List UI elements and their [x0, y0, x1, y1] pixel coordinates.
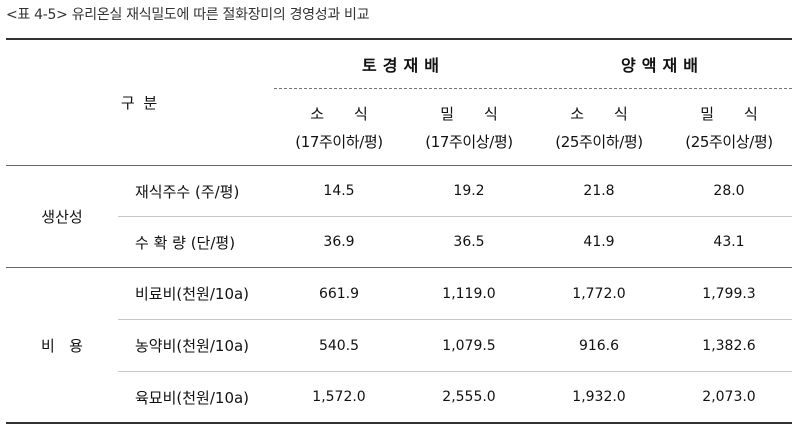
row-label: 재식주수 (주/평)	[135, 182, 240, 201]
table-caption: <표 4-5> 유리온실 재식밀도에 따른 절화장미의 경영성과 비교	[6, 7, 370, 23]
column-range: (25주이하/평)	[555, 133, 643, 151]
row-label: 비료비(천원/10a)	[135, 285, 250, 303]
value-cell: 28.0	[713, 183, 745, 199]
column-name: 소식	[570, 105, 658, 123]
value-cell: 1,799.3	[702, 285, 756, 302]
row-label: 농약비(천원/10a)	[135, 337, 250, 355]
value-cell: 43.1	[713, 234, 745, 250]
value-cell: 36.9	[323, 234, 355, 250]
row-rule	[118, 319, 792, 320]
section-rule	[6, 267, 792, 268]
division-header: 구 분	[120, 94, 160, 112]
column-header: 소식 (25주이하/평)	[534, 92, 664, 164]
category-productivity: 생산성	[41, 208, 83, 226]
value-cell: 1,079.5	[442, 337, 496, 354]
value-cell: 1,382.6	[702, 337, 756, 354]
value-cell: 916.6	[578, 337, 620, 354]
value-cell: 19.2	[453, 183, 485, 199]
group-divider	[274, 88, 792, 89]
value-cell: 41.9	[583, 234, 615, 250]
value-cell: 661.9	[318, 285, 360, 302]
row-rule	[118, 371, 792, 372]
value-cell: 21.8	[583, 183, 615, 199]
column-range: (17주이상/평)	[425, 133, 513, 151]
column-header: 밀식 (25주이상/평)	[664, 92, 794, 164]
value-cell: 2,073.0	[702, 389, 756, 405]
row-label: 수 확 량 (단/평)	[135, 233, 236, 252]
group-header-soil: 토경재배	[362, 55, 445, 75]
column-range: (25주이상/평)	[685, 133, 773, 151]
value-cell: 36.5	[453, 234, 485, 250]
row-label: 육묘비(천원/10a)	[135, 388, 250, 407]
value-cell: 1,772.0	[572, 285, 626, 302]
value-cell: 1,932.0	[572, 389, 626, 405]
column-name: 밀식	[700, 105, 788, 123]
column-header: 밀식 (17주이상/평)	[404, 92, 534, 164]
top-rule	[6, 38, 792, 40]
column-header: 소식 (17주이하/평)	[274, 92, 404, 164]
bottom-rule	[6, 422, 792, 424]
column-name: 밀식	[440, 105, 528, 123]
header-rule	[6, 165, 792, 166]
value-cell: 2,555.0	[442, 389, 496, 405]
value-cell: 1,572.0	[312, 389, 366, 405]
column-range: (17주이하/평)	[295, 133, 383, 151]
category-cost: 비 용	[41, 336, 83, 355]
value-cell: 14.5	[323, 183, 355, 199]
value-cell: 1,119.0	[442, 285, 496, 302]
group-header-hydroponic: 양액재배	[621, 55, 704, 75]
row-rule	[118, 216, 792, 217]
value-cell: 540.5	[318, 337, 360, 354]
column-name: 소식	[310, 105, 398, 123]
